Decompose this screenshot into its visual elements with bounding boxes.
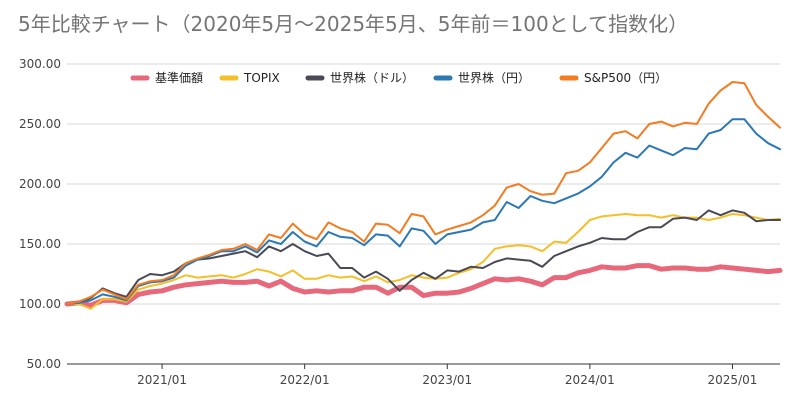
x-tick-label: 2023/01 [422,373,472,387]
y-tick-label: 150.00 [19,237,61,251]
x-tick-label: 2022/01 [280,373,330,387]
legend-label-2: 世界株（ドル） [330,70,414,85]
legend-label-4: S&P500（円） [584,71,667,85]
legend-label-3: 世界株（円） [458,70,530,85]
y-tick-label: 100.00 [19,297,61,311]
series-line-2 [66,209,781,305]
series-line-1 [66,213,781,310]
y-tick-label: 200.00 [19,177,61,191]
x-tick-label: 2025/01 [708,373,758,387]
legend-label-1: TOPIX [243,71,280,85]
legend-label-0: 基準価額 [155,70,203,85]
y-tick-label: 50.00 [27,357,61,371]
y-tick-label: 300.00 [19,57,61,71]
chart-title: 5年比較チャート（2020年5月〜2025年5月、5年前＝100として指数化） [18,12,689,36]
series-line-4 [66,81,781,305]
series-line-0 [64,263,783,308]
series-line-3 [66,118,781,305]
x-tick-label: 2024/01 [565,373,615,387]
x-tick-label: 2021/01 [137,373,187,387]
y-tick-label: 250.00 [19,117,61,131]
